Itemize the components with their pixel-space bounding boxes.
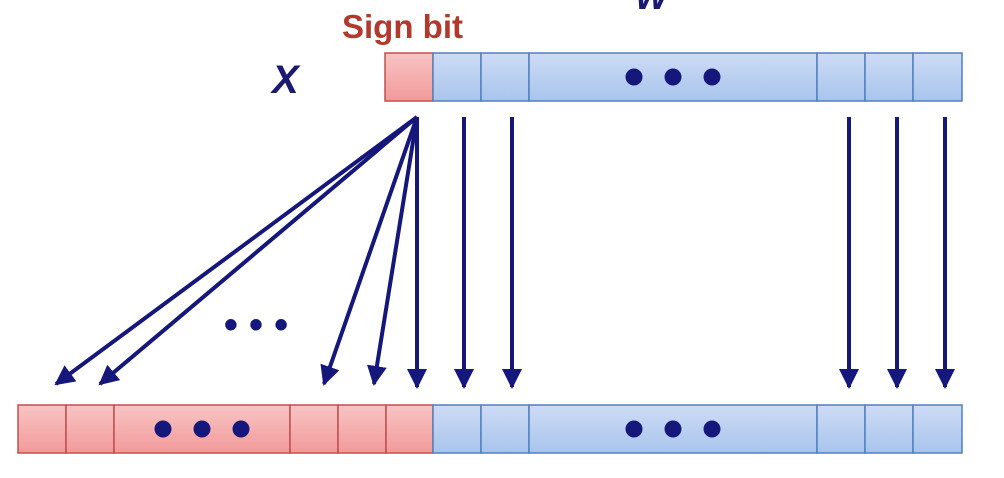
ellipsis-dot bbox=[664, 68, 682, 86]
data-bit-cell bbox=[480, 52, 530, 102]
x-label: X bbox=[272, 58, 299, 102]
ellipsis-dot bbox=[664, 420, 682, 438]
extended-word-row bbox=[17, 404, 963, 454]
ellipsis-dot bbox=[232, 420, 250, 438]
data-bit-cell bbox=[912, 52, 963, 102]
ellipsis-dot bbox=[703, 68, 721, 86]
ellipsis-dot bbox=[703, 420, 721, 438]
w-label: w bbox=[636, 0, 667, 19]
sign-fanout-ellipsis: • • • bbox=[224, 303, 288, 347]
sign-fanout-arrow bbox=[366, 116, 419, 386]
data-bit-cell bbox=[816, 404, 866, 454]
arrow-group bbox=[54, 115, 955, 389]
data-bit-cell bbox=[864, 404, 914, 454]
sign-bit-cell bbox=[384, 52, 434, 102]
data-bit-cell bbox=[432, 404, 482, 454]
sign-fanout-arrow bbox=[54, 115, 419, 386]
ellipsis-dot bbox=[625, 420, 643, 438]
sign-bit-label: Sign bit bbox=[342, 8, 463, 45]
sign-bit-cell bbox=[65, 404, 115, 454]
sign-bit-cell bbox=[337, 404, 387, 454]
data-bit-cell bbox=[432, 52, 482, 102]
sign-bit-cell bbox=[289, 404, 339, 454]
sign-fanout-arrow bbox=[320, 116, 419, 386]
sign-bit-cell bbox=[17, 404, 67, 454]
sign-bit-cell bbox=[385, 404, 434, 454]
sign-fanout-arrow bbox=[98, 115, 419, 386]
ellipsis-dot bbox=[193, 420, 211, 438]
data-bit-cell bbox=[816, 52, 866, 102]
data-bit-cell bbox=[912, 404, 963, 454]
ellipsis-dot bbox=[625, 68, 643, 86]
data-bit-cell bbox=[864, 52, 914, 102]
source-word-row bbox=[384, 52, 963, 102]
ellipsis-dot bbox=[154, 420, 172, 438]
data-bit-cell bbox=[480, 404, 530, 454]
